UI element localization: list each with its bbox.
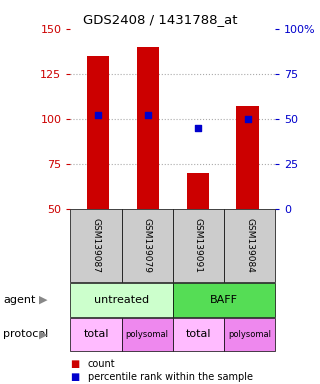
Text: agent: agent bbox=[3, 295, 36, 305]
Text: polysomal: polysomal bbox=[126, 330, 169, 339]
Text: percentile rank within the sample: percentile rank within the sample bbox=[88, 372, 253, 382]
Text: ▶: ▶ bbox=[39, 295, 47, 305]
Bar bbox=[87, 56, 109, 209]
Point bbox=[245, 116, 250, 122]
Text: untreated: untreated bbox=[94, 295, 149, 305]
Bar bbox=[187, 173, 209, 209]
Text: GSM139084: GSM139084 bbox=[245, 218, 254, 273]
Bar bbox=[236, 106, 259, 209]
Point bbox=[195, 125, 200, 131]
Text: protocol: protocol bbox=[3, 329, 48, 339]
Text: count: count bbox=[88, 359, 116, 369]
Text: GSM139087: GSM139087 bbox=[92, 218, 100, 273]
Bar bbox=[137, 47, 159, 209]
Text: polysomal: polysomal bbox=[228, 330, 271, 339]
Point bbox=[145, 113, 150, 119]
Text: total: total bbox=[186, 329, 211, 339]
Point bbox=[95, 113, 100, 119]
Text: ■: ■ bbox=[70, 359, 80, 369]
Text: GSM139079: GSM139079 bbox=[143, 218, 152, 273]
Text: ■: ■ bbox=[70, 372, 80, 382]
Text: GSM139091: GSM139091 bbox=[194, 218, 203, 273]
Text: ▶: ▶ bbox=[39, 329, 47, 339]
Text: total: total bbox=[83, 329, 109, 339]
Text: GDS2408 / 1431788_at: GDS2408 / 1431788_at bbox=[83, 13, 237, 26]
Text: BAFF: BAFF bbox=[210, 295, 238, 305]
